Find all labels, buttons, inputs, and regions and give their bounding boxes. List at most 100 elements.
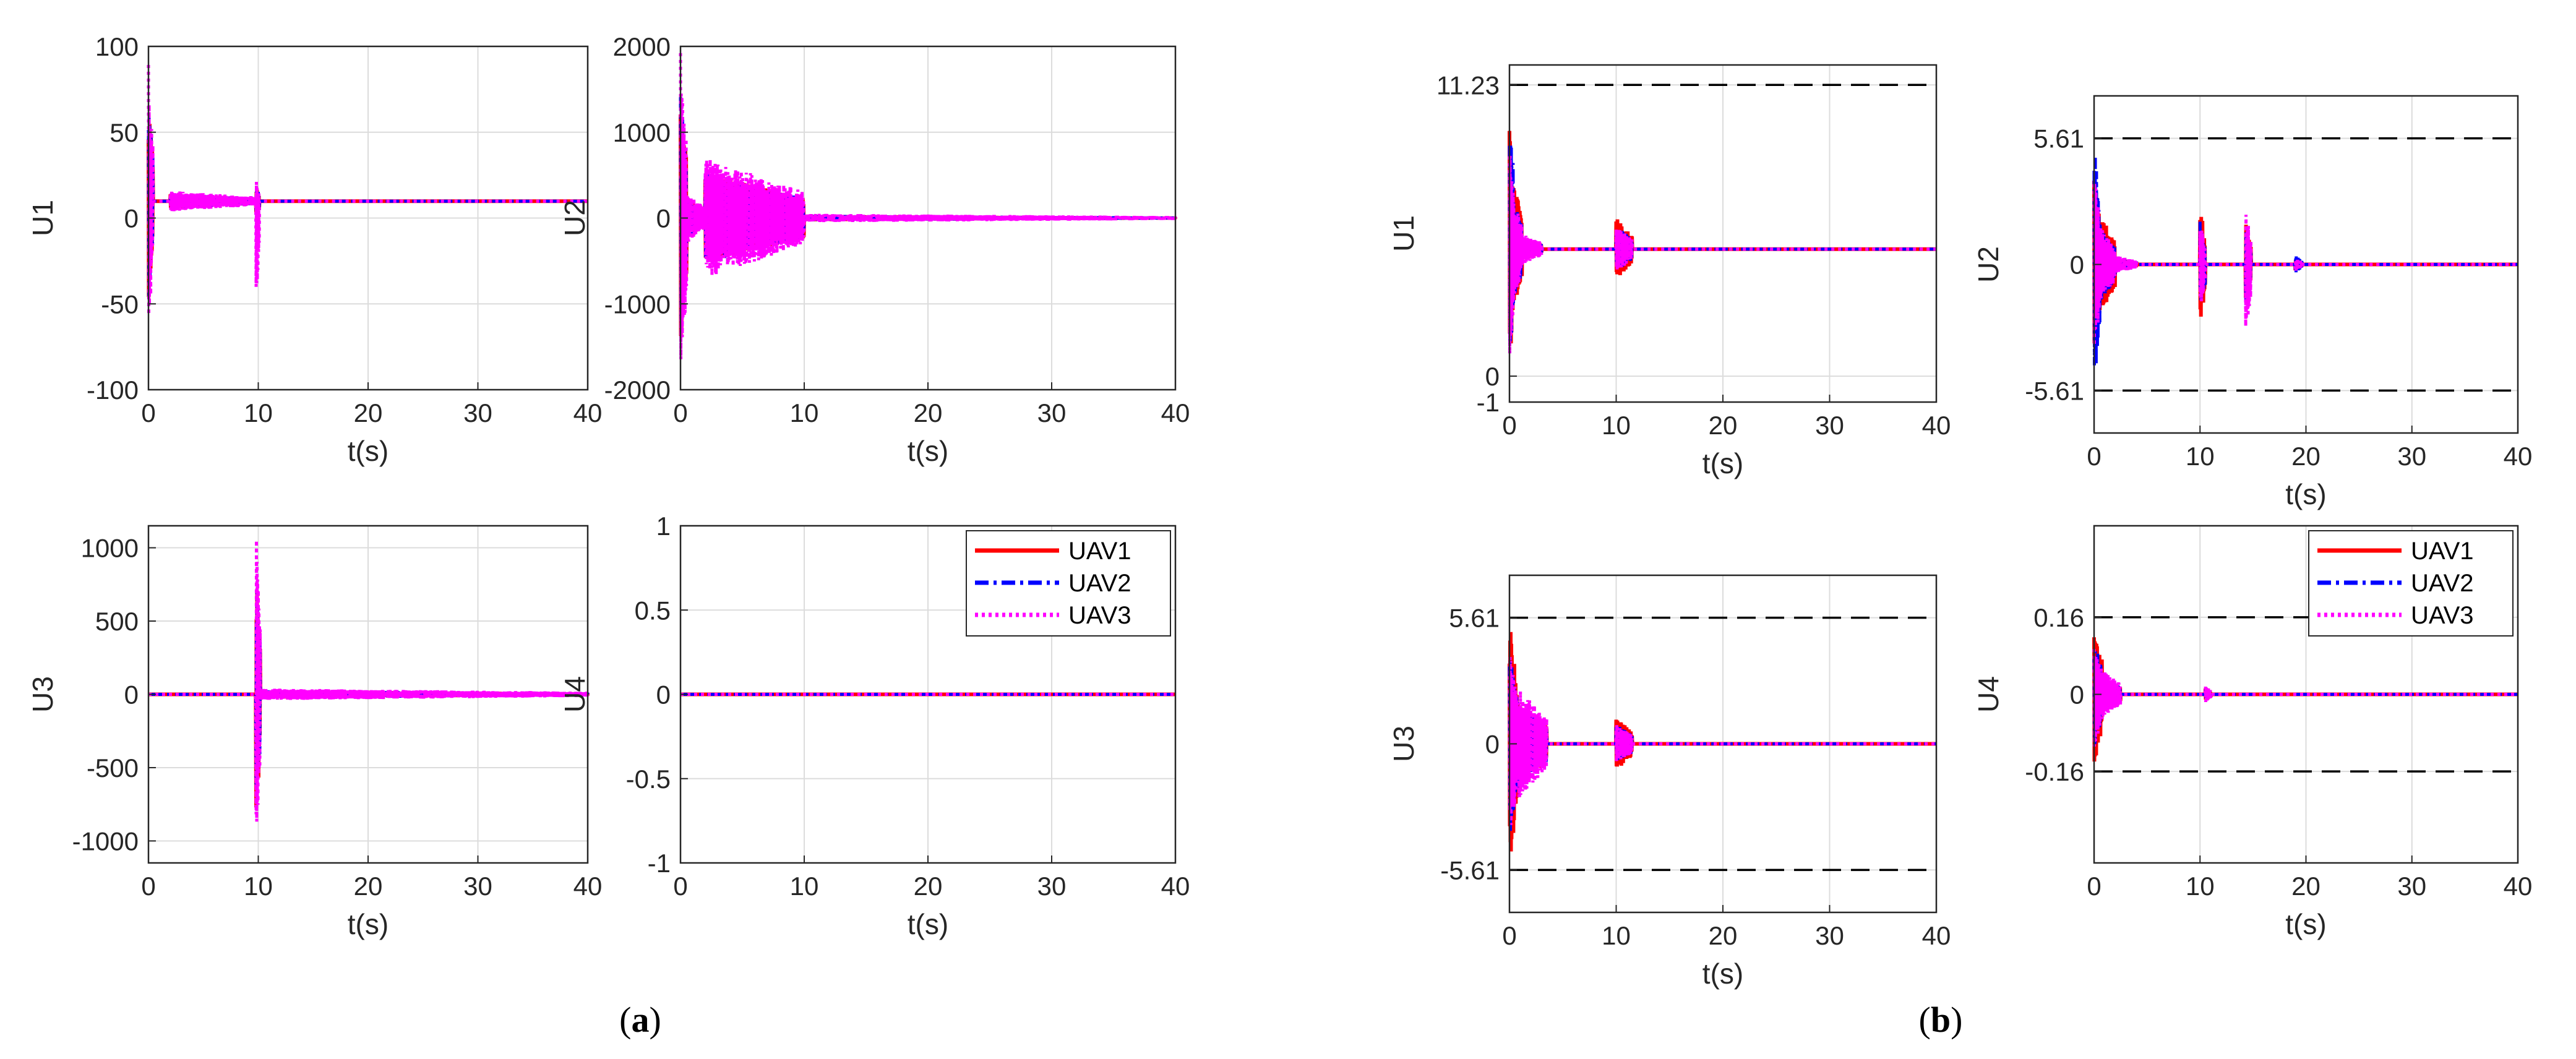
y-tick-label: 0 <box>1485 362 1500 391</box>
x-axis-label: t(s) <box>908 435 948 467</box>
x-tick-label: 40 <box>1922 921 1951 950</box>
x-tick-label: 0 <box>1502 921 1516 950</box>
x-tick-label: 20 <box>1709 411 1738 440</box>
x-tick-label: 30 <box>1037 872 1067 901</box>
y-axis-label: U2 <box>1972 246 2004 283</box>
chart-a-u3: 0 10 20 30 40 -1000 -500 0 500 1000 t(s) U3 <box>27 525 603 940</box>
x-tick-label: 40 <box>573 398 603 427</box>
y-axis-label: U4 <box>1972 676 2004 713</box>
x-tick-label: 0 <box>2087 442 2101 471</box>
x-tick-label: 30 <box>2397 442 2426 471</box>
y-tick-label: 5.61 <box>1449 604 1500 633</box>
x-axis-label: t(s) <box>1702 958 1743 990</box>
x-tick-label: 0 <box>673 872 687 901</box>
x-tick-label: 0 <box>2087 872 2101 901</box>
x-tick-label: 0 <box>141 398 155 427</box>
series-uav3-line <box>1508 655 1936 825</box>
x-tick-label: 20 <box>354 398 383 427</box>
y-axis-label: U1 <box>27 200 59 236</box>
x-tick-label: 10 <box>790 872 819 901</box>
legend-box <box>2308 530 2514 637</box>
x-tick-label: 20 <box>2291 872 2321 901</box>
y-tick-label: -100 <box>87 375 139 405</box>
legend-label: UAV1 <box>1068 538 1131 565</box>
y-tick-label: 0 <box>2070 251 2084 280</box>
y-tick-label: 0 <box>124 204 139 233</box>
legend-label: UAV2 <box>2411 570 2474 597</box>
y-tick-label: -1000 <box>604 289 671 319</box>
y-axis-label: U1 <box>1388 215 1420 252</box>
x-tick-label: 10 <box>1602 411 1631 440</box>
y-tick-label: -0.16 <box>2025 757 2084 786</box>
y-tick-label: -5.61 <box>1440 855 1500 885</box>
legend-box <box>966 530 1171 637</box>
y-tick-label: -500 <box>87 753 139 782</box>
x-axis-label: t(s) <box>1702 447 1743 479</box>
x-tick-label: 10 <box>1602 921 1631 950</box>
legend-label: UAV3 <box>1068 602 1131 629</box>
y-tick-label: -1 <box>1477 388 1500 417</box>
chart-b-u3: 0 10 20 30 40 -5.61 0 5.61 t(s) U3 <box>1388 574 1951 990</box>
chart-a-u1: 0 10 20 30 40 -100 -50 0 50 100 t(s) U1 <box>27 32 602 467</box>
x-tick-label: 10 <box>2186 872 2215 901</box>
x-tick-label: 30 <box>463 872 492 901</box>
y-tick-label: 0.5 <box>635 596 671 625</box>
panel-label-b: (b) <box>1919 1000 1963 1040</box>
x-tick-label: 40 <box>1161 872 1190 901</box>
x-tick-label: 30 <box>1815 921 1844 950</box>
x-tick-label: 30 <box>2397 872 2426 901</box>
y-tick-label: 0 <box>2070 680 2084 710</box>
y-tick-label: -1000 <box>72 826 139 855</box>
x-tick-label: 10 <box>244 872 273 901</box>
y-tick-label: 0 <box>656 204 671 233</box>
x-tick-label: 20 <box>914 398 943 427</box>
series-uav3-line <box>148 540 590 822</box>
x-tick-label: 20 <box>2291 442 2321 471</box>
x-tick-label: 0 <box>141 872 155 901</box>
y-axis-label: U3 <box>1388 726 1420 762</box>
series-uav3-line <box>147 64 588 315</box>
y-tick-label: 100 <box>95 32 139 61</box>
panel-label-a: (a) <box>619 1000 661 1040</box>
x-tick-label: 40 <box>2504 872 2533 901</box>
x-axis-label: t(s) <box>2285 908 2326 940</box>
x-tick-label: 0 <box>673 398 687 427</box>
x-tick-label: 0 <box>1502 411 1516 440</box>
series-uav2-line <box>2092 651 2518 744</box>
series-uav3-line <box>2092 182 2518 346</box>
y-tick-label: 1 <box>656 512 671 541</box>
y-axis-label: U4 <box>559 676 591 713</box>
y-tick-label: 1000 <box>613 118 671 147</box>
chart-b-u4: 0 10 20 30 40 -0.16 0 0.16 t(s) U4 UAV1 UAV2 UAV3 <box>1972 525 2533 940</box>
x-tick-label: 10 <box>244 398 273 427</box>
x-tick-label: 10 <box>790 398 819 427</box>
x-tick-label: 40 <box>573 872 603 901</box>
legend-label: UAV3 <box>2411 602 2474 629</box>
x-axis-label: t(s) <box>2285 478 2326 510</box>
series-uav3-line <box>1508 155 1936 354</box>
x-axis-label: t(s) <box>908 908 948 940</box>
x-tick-label: 10 <box>2186 442 2215 471</box>
x-tick-label: 20 <box>914 872 943 901</box>
x-tick-label: 30 <box>1815 411 1844 440</box>
y-tick-label: -0.5 <box>626 765 671 794</box>
x-tick-label: 30 <box>1037 398 1067 427</box>
x-axis-label: t(s) <box>348 908 389 940</box>
y-tick-label: 0 <box>1485 730 1500 759</box>
x-tick-label: 20 <box>354 872 383 901</box>
x-tick-label: 20 <box>1709 921 1738 950</box>
series-uav2-line <box>2092 157 2518 366</box>
y-tick-label: -1 <box>648 849 671 878</box>
y-tick-label: 2000 <box>613 32 671 61</box>
y-tick-label: -50 <box>101 289 139 319</box>
y-tick-label: -5.61 <box>2025 376 2084 405</box>
y-tick-label: 0 <box>656 680 671 710</box>
chart-b-u2: 0 10 20 30 40 -5.61 0 5.61 t(s) U2 <box>1972 95 2532 510</box>
y-tick-label: 11.23 <box>1436 71 1500 100</box>
y-axis-label: U3 <box>27 676 59 713</box>
chart-a-u4: 0 10 20 30 40 -1 -0.5 0 0.5 1 t(s) U4 UAV1 UAV2 UAV3 <box>559 512 1190 940</box>
y-tick-label: -2000 <box>604 375 671 405</box>
